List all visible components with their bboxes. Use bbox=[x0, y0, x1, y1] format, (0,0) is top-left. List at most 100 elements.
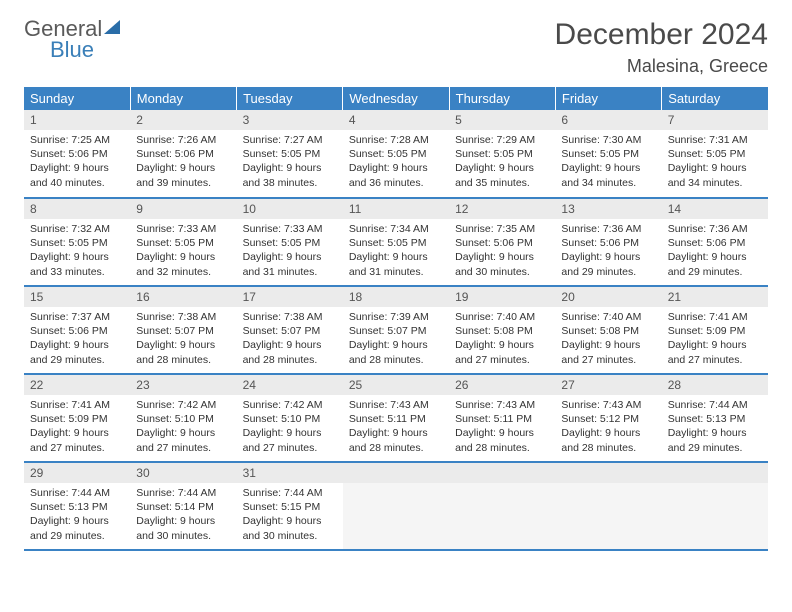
day-detail-line: Daylight: 9 hours bbox=[30, 250, 124, 264]
day-detail-line: and 34 minutes. bbox=[561, 176, 655, 190]
day-detail-line: Sunrise: 7:36 AM bbox=[561, 222, 655, 236]
day-detail-line: Daylight: 9 hours bbox=[349, 161, 443, 175]
calendar-day-cell: 17Sunrise: 7:38 AMSunset: 5:07 PMDayligh… bbox=[237, 286, 343, 374]
day-detail-line: and 27 minutes. bbox=[561, 353, 655, 367]
day-detail-line: Sunrise: 7:33 AM bbox=[243, 222, 337, 236]
day-number: 1 bbox=[24, 110, 130, 130]
day-detail-line: Sunset: 5:05 PM bbox=[561, 147, 655, 161]
day-detail-line: Sunrise: 7:43 AM bbox=[349, 398, 443, 412]
day-detail-line: and 35 minutes. bbox=[455, 176, 549, 190]
day-detail-line: and 39 minutes. bbox=[136, 176, 230, 190]
day-number: 7 bbox=[662, 110, 768, 130]
day-details: Sunrise: 7:31 AMSunset: 5:05 PMDaylight:… bbox=[662, 130, 768, 196]
day-detail-line: and 27 minutes. bbox=[668, 353, 762, 367]
calendar-day-cell: 22Sunrise: 7:41 AMSunset: 5:09 PMDayligh… bbox=[24, 374, 130, 462]
day-number: 8 bbox=[24, 199, 130, 219]
day-number: 28 bbox=[662, 375, 768, 395]
day-detail-line: Sunset: 5:07 PM bbox=[349, 324, 443, 338]
day-detail-line: Sunrise: 7:42 AM bbox=[243, 398, 337, 412]
day-detail-line: Sunset: 5:14 PM bbox=[136, 500, 230, 514]
day-details: Sunrise: 7:25 AMSunset: 5:06 PMDaylight:… bbox=[24, 130, 130, 196]
day-detail-line: Sunrise: 7:44 AM bbox=[243, 486, 337, 500]
calendar-day-cell bbox=[662, 462, 768, 550]
day-detail-line: Sunset: 5:09 PM bbox=[668, 324, 762, 338]
weekday-header: Wednesday bbox=[343, 87, 449, 110]
calendar-day-cell: 24Sunrise: 7:42 AMSunset: 5:10 PMDayligh… bbox=[237, 374, 343, 462]
day-details: Sunrise: 7:36 AMSunset: 5:06 PMDaylight:… bbox=[662, 219, 768, 285]
day-number bbox=[343, 463, 449, 483]
day-detail-line: Daylight: 9 hours bbox=[30, 161, 124, 175]
weekday-header: Sunday bbox=[24, 87, 130, 110]
day-detail-line: Daylight: 9 hours bbox=[349, 338, 443, 352]
day-detail-line: Daylight: 9 hours bbox=[136, 250, 230, 264]
day-detail-line: Sunset: 5:07 PM bbox=[136, 324, 230, 338]
day-number: 12 bbox=[449, 199, 555, 219]
day-detail-line: and 40 minutes. bbox=[30, 176, 124, 190]
day-detail-line: Daylight: 9 hours bbox=[243, 426, 337, 440]
day-number: 25 bbox=[343, 375, 449, 395]
day-number: 11 bbox=[343, 199, 449, 219]
day-detail-line: and 29 minutes. bbox=[668, 441, 762, 455]
day-detail-line: Sunrise: 7:34 AM bbox=[349, 222, 443, 236]
calendar-day-cell: 29Sunrise: 7:44 AMSunset: 5:13 PMDayligh… bbox=[24, 462, 130, 550]
day-detail-line: Daylight: 9 hours bbox=[561, 161, 655, 175]
day-detail-line: Sunset: 5:05 PM bbox=[349, 147, 443, 161]
day-number: 27 bbox=[555, 375, 661, 395]
calendar-day-cell: 30Sunrise: 7:44 AMSunset: 5:14 PMDayligh… bbox=[130, 462, 236, 550]
calendar-day-cell: 9Sunrise: 7:33 AMSunset: 5:05 PMDaylight… bbox=[130, 198, 236, 286]
day-detail-line: and 28 minutes. bbox=[349, 353, 443, 367]
day-detail-line: Sunset: 5:05 PM bbox=[349, 236, 443, 250]
calendar-day-cell: 7Sunrise: 7:31 AMSunset: 5:05 PMDaylight… bbox=[662, 110, 768, 198]
day-detail-line: Daylight: 9 hours bbox=[243, 514, 337, 528]
day-detail-line: Daylight: 9 hours bbox=[136, 514, 230, 528]
day-number: 21 bbox=[662, 287, 768, 307]
day-detail-line: Daylight: 9 hours bbox=[561, 250, 655, 264]
day-details: Sunrise: 7:41 AMSunset: 5:09 PMDaylight:… bbox=[662, 307, 768, 373]
calendar-day-cell bbox=[555, 462, 661, 550]
day-detail-line: and 28 minutes. bbox=[349, 441, 443, 455]
day-detail-line: Sunset: 5:10 PM bbox=[136, 412, 230, 426]
calendar-day-cell: 15Sunrise: 7:37 AMSunset: 5:06 PMDayligh… bbox=[24, 286, 130, 374]
day-detail-line: Sunrise: 7:26 AM bbox=[136, 133, 230, 147]
day-detail-line: Sunset: 5:05 PM bbox=[455, 147, 549, 161]
day-detail-line: Sunrise: 7:42 AM bbox=[136, 398, 230, 412]
day-detail-line: Daylight: 9 hours bbox=[455, 161, 549, 175]
day-detail-line: Daylight: 9 hours bbox=[668, 250, 762, 264]
day-number: 23 bbox=[130, 375, 236, 395]
day-details: Sunrise: 7:37 AMSunset: 5:06 PMDaylight:… bbox=[24, 307, 130, 373]
day-detail-line: Sunrise: 7:44 AM bbox=[668, 398, 762, 412]
day-detail-line: Daylight: 9 hours bbox=[136, 426, 230, 440]
day-details: Sunrise: 7:34 AMSunset: 5:05 PMDaylight:… bbox=[343, 219, 449, 285]
calendar-day-cell: 4Sunrise: 7:28 AMSunset: 5:05 PMDaylight… bbox=[343, 110, 449, 198]
brand-triangle-icon bbox=[104, 20, 120, 34]
day-number: 26 bbox=[449, 375, 555, 395]
calendar-day-cell: 27Sunrise: 7:43 AMSunset: 5:12 PMDayligh… bbox=[555, 374, 661, 462]
calendar-day-cell: 11Sunrise: 7:34 AMSunset: 5:05 PMDayligh… bbox=[343, 198, 449, 286]
day-detail-line: Sunrise: 7:40 AM bbox=[561, 310, 655, 324]
day-details: Sunrise: 7:44 AMSunset: 5:15 PMDaylight:… bbox=[237, 483, 343, 549]
day-detail-line: Sunrise: 7:38 AM bbox=[136, 310, 230, 324]
brand-logo: General Blue bbox=[24, 18, 120, 61]
calendar-table: Sunday Monday Tuesday Wednesday Thursday… bbox=[24, 87, 768, 551]
day-detail-line: Daylight: 9 hours bbox=[349, 250, 443, 264]
day-detail-line: and 28 minutes. bbox=[136, 353, 230, 367]
day-detail-line: and 30 minutes. bbox=[455, 265, 549, 279]
day-detail-line: Sunrise: 7:25 AM bbox=[30, 133, 124, 147]
day-detail-line: Daylight: 9 hours bbox=[243, 161, 337, 175]
day-detail-line: Daylight: 9 hours bbox=[30, 514, 124, 528]
day-detail-line: Daylight: 9 hours bbox=[136, 161, 230, 175]
calendar-day-cell: 2Sunrise: 7:26 AMSunset: 5:06 PMDaylight… bbox=[130, 110, 236, 198]
day-details: Sunrise: 7:36 AMSunset: 5:06 PMDaylight:… bbox=[555, 219, 661, 285]
day-details: Sunrise: 7:44 AMSunset: 5:13 PMDaylight:… bbox=[662, 395, 768, 461]
day-detail-line: Daylight: 9 hours bbox=[30, 426, 124, 440]
calendar-day-cell bbox=[343, 462, 449, 550]
day-details: Sunrise: 7:33 AMSunset: 5:05 PMDaylight:… bbox=[130, 219, 236, 285]
day-detail-line: Sunset: 5:05 PM bbox=[243, 147, 337, 161]
day-details: Sunrise: 7:43 AMSunset: 5:11 PMDaylight:… bbox=[343, 395, 449, 461]
calendar-day-cell: 10Sunrise: 7:33 AMSunset: 5:05 PMDayligh… bbox=[237, 198, 343, 286]
day-detail-line: Sunset: 5:13 PM bbox=[30, 500, 124, 514]
day-detail-line: Sunset: 5:08 PM bbox=[455, 324, 549, 338]
weekday-header-row: Sunday Monday Tuesday Wednesday Thursday… bbox=[24, 87, 768, 110]
calendar-day-cell: 13Sunrise: 7:36 AMSunset: 5:06 PMDayligh… bbox=[555, 198, 661, 286]
day-number: 4 bbox=[343, 110, 449, 130]
